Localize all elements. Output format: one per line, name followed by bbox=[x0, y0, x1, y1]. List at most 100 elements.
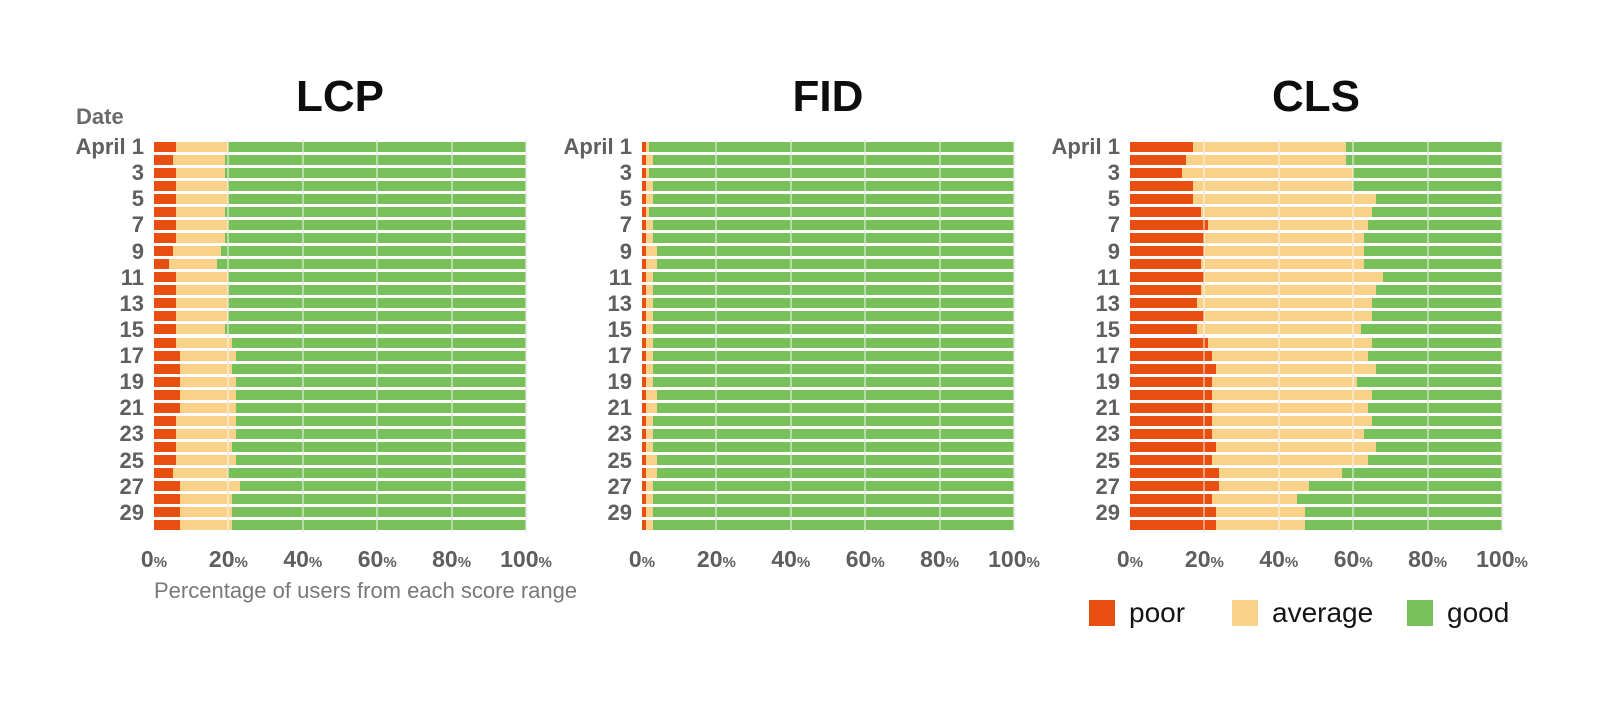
bar-row bbox=[1130, 311, 1502, 322]
bar-segment-average bbox=[176, 219, 229, 230]
bar-segment-average bbox=[180, 481, 240, 492]
y-tick-label: 25 bbox=[607, 447, 632, 473]
gridline bbox=[1013, 140, 1015, 532]
gridline-overlay bbox=[1203, 140, 1206, 532]
bar-segment-average bbox=[645, 442, 654, 453]
bar-row bbox=[154, 455, 526, 466]
bar-segment-poor bbox=[1130, 337, 1209, 348]
bar-row bbox=[1130, 219, 1502, 230]
bar-segment-average bbox=[1211, 389, 1372, 400]
bar-row bbox=[1130, 206, 1502, 217]
bar-segment-poor bbox=[642, 324, 646, 335]
bar-segment-average bbox=[1215, 442, 1376, 453]
bar-segment-good bbox=[232, 494, 526, 505]
chart-lcp: LCP April 1 3 5 7 9 11 13 15 17 19 21 23 25 27 29 Perc… bbox=[70, 72, 578, 612]
bar-segment-good bbox=[228, 468, 526, 479]
y-axis-labels: April 1 3 5 7 9 11 13 15 17 19 21 23 25 27 29 bbox=[558, 134, 632, 532]
bar-segment-poor bbox=[154, 442, 177, 453]
bar-segment-good bbox=[1368, 455, 1502, 466]
gridline-overlay bbox=[450, 140, 453, 532]
bar-row bbox=[642, 402, 1014, 413]
bar-row bbox=[642, 180, 1014, 191]
bar-segment-poor bbox=[642, 311, 646, 322]
bar-segment-good bbox=[224, 206, 526, 217]
bar-segment-average bbox=[1211, 376, 1357, 387]
bar-segment-average bbox=[1211, 402, 1369, 413]
bar-segment-good bbox=[1371, 311, 1502, 322]
bar-row bbox=[154, 350, 526, 361]
bar-segment-average bbox=[645, 507, 654, 518]
y-tick-label: 17 bbox=[1095, 343, 1120, 369]
y-tick-label: 19 bbox=[607, 369, 632, 395]
bar-segment-average bbox=[176, 324, 225, 335]
y-tick-label: 23 bbox=[607, 421, 632, 447]
bar-segment-good bbox=[653, 311, 1014, 322]
bar-row bbox=[642, 324, 1014, 335]
bar-segment-poor bbox=[154, 285, 177, 296]
bar-segment-average bbox=[645, 180, 654, 191]
bar-segment-good bbox=[1308, 481, 1502, 492]
bar-row bbox=[154, 442, 526, 453]
bar-segment-poor bbox=[1130, 154, 1186, 165]
bar-segment-good bbox=[656, 402, 1014, 413]
bar-segment-average bbox=[645, 376, 654, 387]
bar-segment-good bbox=[653, 298, 1014, 309]
bar-row bbox=[1130, 180, 1502, 191]
bar-segment-good bbox=[1375, 363, 1502, 374]
bar-segment-poor bbox=[154, 520, 181, 531]
bar-segment-average bbox=[180, 350, 236, 361]
bar-segment-poor bbox=[154, 259, 169, 270]
y-tick-label: 15 bbox=[119, 316, 144, 342]
bar-segment-average bbox=[645, 455, 657, 466]
bar-segment-average bbox=[1185, 154, 1346, 165]
bar-segment-poor bbox=[154, 481, 181, 492]
bar-segment-good bbox=[235, 415, 526, 426]
y-tick-label: April 1 bbox=[563, 134, 632, 159]
bar-segment-good bbox=[653, 442, 1014, 453]
x-tick-label: 20% bbox=[1184, 546, 1224, 572]
bar-row bbox=[154, 272, 526, 283]
bar-segment-average bbox=[645, 468, 657, 479]
bar-segment-average bbox=[645, 272, 654, 283]
bar-segment-average bbox=[176, 429, 236, 439]
bar-row bbox=[1130, 350, 1502, 361]
bar-segment-average bbox=[1211, 494, 1298, 505]
bar-segment-poor bbox=[642, 233, 646, 243]
bar-row bbox=[642, 141, 1014, 152]
bar-segment-good bbox=[656, 246, 1014, 257]
bar-segment-good bbox=[649, 206, 1014, 217]
bar-row bbox=[1130, 167, 1502, 178]
bar-row bbox=[642, 154, 1014, 165]
legend: poor average good bbox=[0, 598, 1600, 628]
gridline-overlay bbox=[715, 140, 718, 532]
bar-row bbox=[642, 246, 1014, 257]
plot-area-lcp bbox=[154, 140, 527, 532]
bar-segment-poor bbox=[154, 324, 177, 335]
gridline bbox=[1352, 140, 1355, 532]
bar-row bbox=[1130, 520, 1502, 531]
bar-segment-poor bbox=[642, 193, 646, 204]
bar-segment-poor bbox=[154, 415, 177, 426]
gridline bbox=[376, 140, 379, 532]
legend-label-good: good bbox=[1447, 597, 1510, 628]
bar-segment-poor bbox=[1130, 507, 1216, 518]
bar-row bbox=[642, 167, 1014, 178]
bar-segment-average bbox=[1204, 246, 1365, 257]
bar-segment-good bbox=[1364, 246, 1502, 257]
bar-segment-good bbox=[220, 246, 526, 257]
bar-segment-poor bbox=[642, 363, 646, 374]
bar-segment-poor bbox=[1130, 520, 1216, 531]
y-tick-label: 13 bbox=[1095, 290, 1120, 316]
bar-row bbox=[642, 389, 1014, 400]
x-tick-label: 80% bbox=[1408, 546, 1448, 572]
bar-segment-poor bbox=[1130, 246, 1205, 257]
bar-segment-poor bbox=[642, 442, 646, 453]
y-tick-label: 17 bbox=[607, 343, 632, 369]
bar-segment-poor bbox=[1130, 442, 1216, 453]
bar-segment-good bbox=[1368, 402, 1502, 413]
bar-segment-poor bbox=[154, 376, 181, 387]
bar-segment-poor bbox=[154, 363, 181, 374]
bar-segment-poor bbox=[642, 350, 646, 361]
bar-segment-good bbox=[239, 481, 526, 492]
bar-segment-good bbox=[228, 193, 526, 204]
